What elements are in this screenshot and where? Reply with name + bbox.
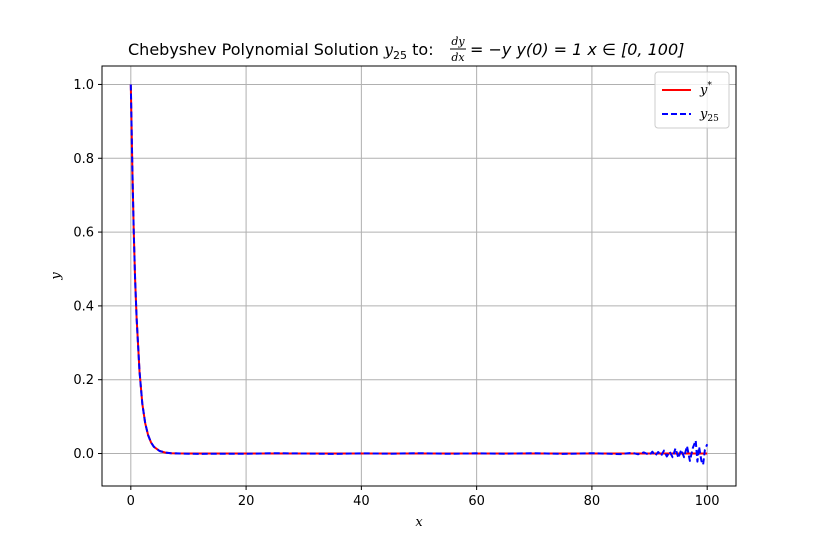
title-mid: to: [407,40,434,59]
title-equation: = −y y(0) = 1 x ∈ [0, 100] [470,40,684,59]
chart-title: Chebyshev Polynomial Solution y25 to: [128,40,434,62]
x-tick-label: 60 [468,494,485,509]
title-frac-numerator: dy [451,35,465,48]
y-axis-label: y [49,272,64,281]
x-tick-label: 40 [353,494,370,509]
series-line-y-star [129,84,708,455]
axis-ticks: 0 20 40 60 80 100 0.0 0.2 0.4 0.6 0.8 1.0 [73,78,719,509]
y-tick-label: 0.6 [73,226,94,241]
title-y-subscript: 25 [393,49,407,62]
x-tick-label: 0 [127,494,135,509]
y-tick-label: 1.0 [73,78,94,93]
title-y-symbol: y [383,40,394,59]
grid-lines [102,66,736,486]
x-tick-label: 100 [695,494,720,509]
y-tick-label: 0.0 [73,447,94,462]
plot-frame [101,65,737,487]
title-frac-denominator: dx [451,51,465,64]
y-tick-label: 0.4 [73,299,94,314]
series-lines [129,84,709,466]
y-tick-label: 0.8 [73,152,94,167]
legend-y-star-sup: * [707,81,712,91]
title-fraction: dy dx [450,35,466,64]
legend-y-star-symbol: y [699,83,708,98]
legend-label-y-star: y* [699,81,712,98]
legend-y25-sub: 25 [707,114,719,124]
x-axis-label: x [415,515,423,530]
x-tick-label: 20 [238,494,255,509]
title-prefix: Chebyshev Polynomial Solution [128,40,384,59]
legend-label-y25: y25 [699,107,719,124]
x-tick-label: 80 [584,494,601,509]
legend: y* y25 [654,71,730,129]
legend-y25-symbol: y [699,107,708,122]
y-tick-label: 0.2 [73,373,94,388]
series-line-y25 [129,84,709,466]
